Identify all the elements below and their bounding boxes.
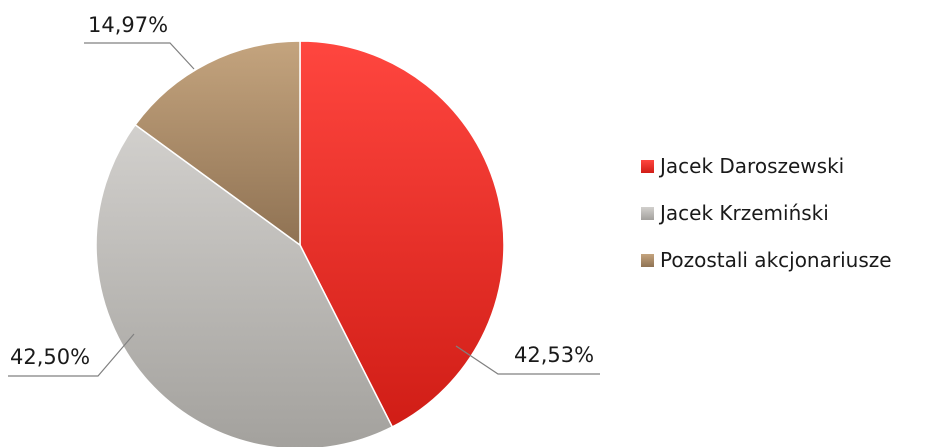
pie-slice-2 <box>95 123 394 447</box>
legend: Jacek Daroszewski Jacek Krzemiński Pozosta… <box>641 154 892 272</box>
data-labels: 42,53% 42,50% 14,97% <box>10 13 594 369</box>
legend-label-3: Pozostali akcjonariusze <box>660 248 892 272</box>
data-label-1: 42,53% <box>514 343 594 367</box>
legend-swatch-2 <box>641 207 654 220</box>
pie-slice-3 <box>134 40 301 247</box>
pie-slice-1 <box>299 40 505 428</box>
legend-swatch-1 <box>641 160 654 173</box>
pie-slices <box>95 40 505 447</box>
legend-swatch-3 <box>641 254 654 267</box>
leader-lines <box>8 42 600 377</box>
leader-line-3 <box>84 42 195 70</box>
leader-line-1 <box>455 345 600 375</box>
legend-label-1: Jacek Daroszewski <box>658 154 844 178</box>
data-label-2: 42,50% <box>10 345 90 369</box>
legend-label-2: Jacek Krzemiński <box>658 201 829 225</box>
data-label-3: 14,97% <box>88 13 168 37</box>
leader-line-2 <box>8 333 135 377</box>
